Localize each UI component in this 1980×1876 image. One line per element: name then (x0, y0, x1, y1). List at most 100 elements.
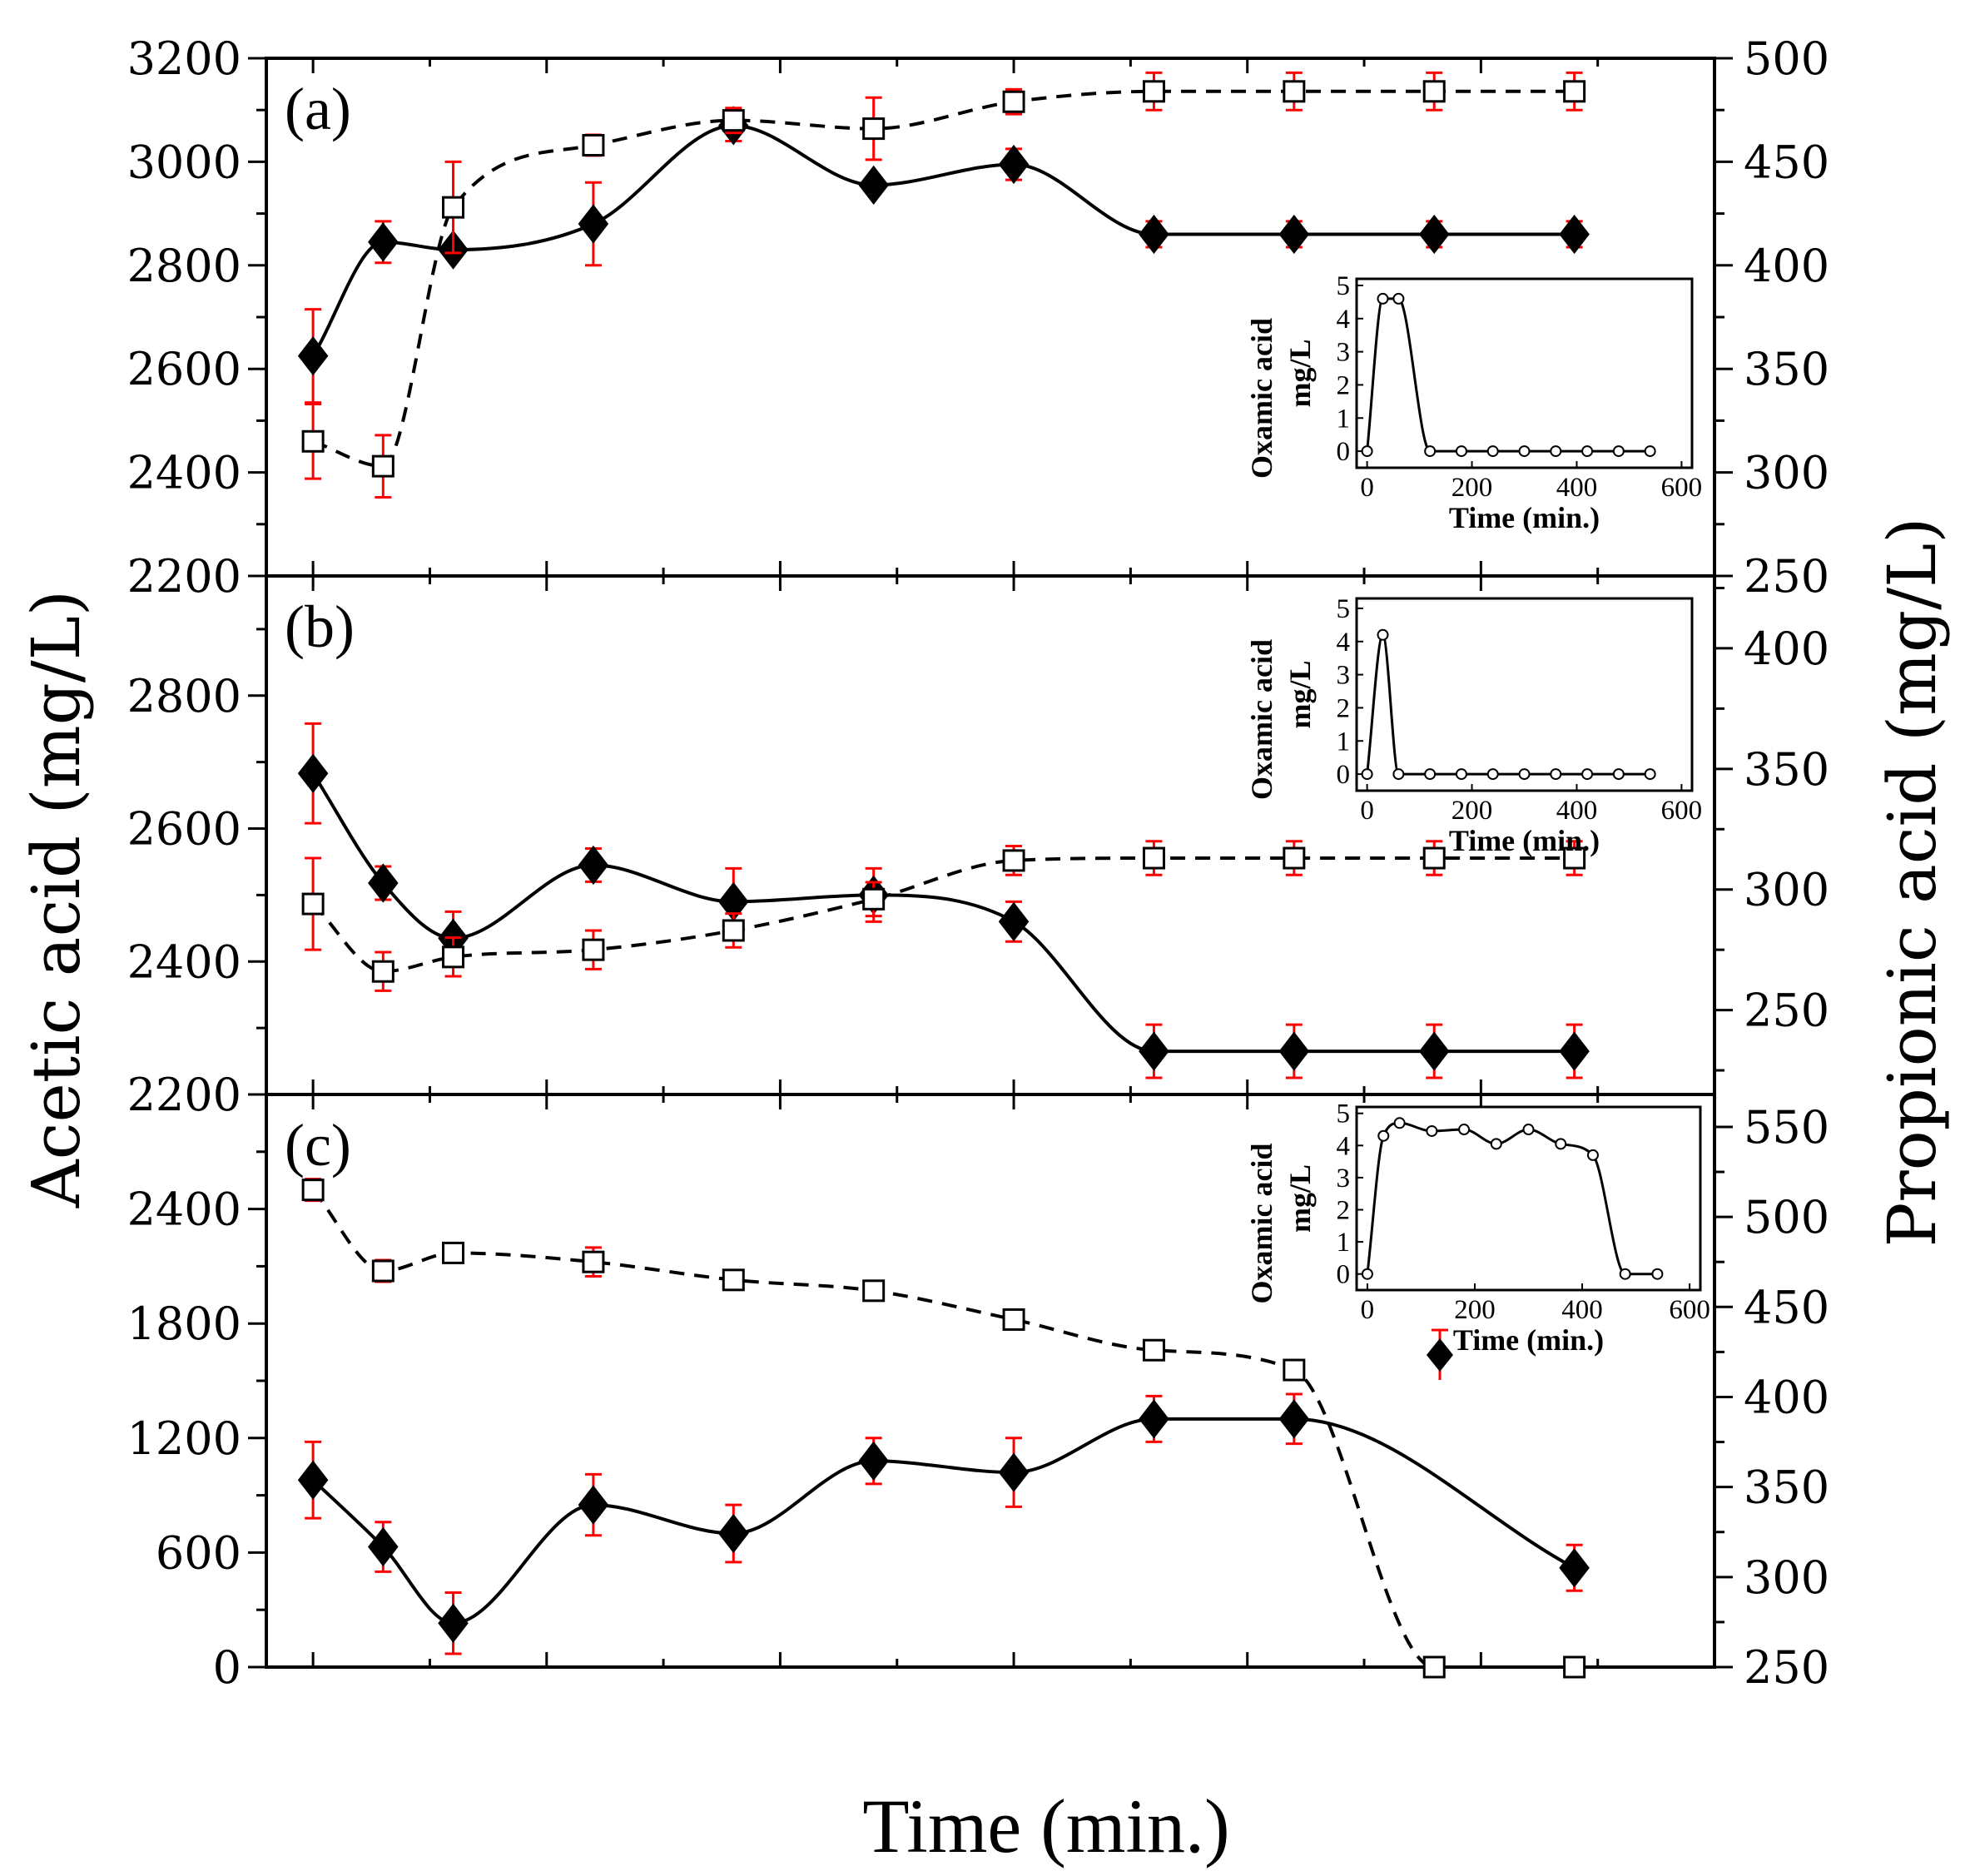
data-point-square (371, 1259, 395, 1283)
inset-y-tick-label: 5 (1337, 594, 1351, 624)
data-point-square (1002, 849, 1025, 872)
right-axis-title: Propionic acid (mg/L) (1873, 518, 1951, 1248)
inset-point (1490, 1138, 1502, 1150)
inset-point (1550, 445, 1562, 458)
inset-point (1581, 445, 1594, 458)
inset-point (1377, 292, 1389, 305)
left-tick-label: 2400 (127, 936, 241, 988)
inset-point (1518, 445, 1531, 458)
left-tick-label: 2200 (127, 1069, 241, 1121)
data-point-square (1422, 80, 1446, 103)
right-tick-label: 350 (1744, 1462, 1829, 1514)
left-tick-label: 2200 (127, 550, 241, 603)
right-tick-label: 400 (1744, 623, 1829, 675)
left-tick-label: 2600 (127, 803, 241, 856)
inset-y-tick-label: 5 (1337, 1099, 1351, 1129)
data-point-square (301, 1179, 325, 1202)
inset-x-tick-label: 0 (1361, 1295, 1375, 1325)
right-tick-label: 350 (1744, 343, 1829, 395)
data-point-square (582, 133, 605, 156)
data-point-diamond (998, 144, 1030, 185)
inset-x-title: Time (min.) (1453, 1323, 1604, 1357)
data-point-diamond (1139, 1031, 1169, 1071)
data-point-diamond (1278, 1031, 1310, 1071)
data-point-diamond (1418, 1031, 1450, 1071)
inset-y-tick-label: 1 (1337, 404, 1351, 434)
data-point-square (582, 938, 605, 961)
inset-point (1619, 1268, 1631, 1280)
inset-point (1361, 768, 1373, 781)
data-point-diamond (1559, 214, 1590, 255)
inset-y-tick-label: 5 (1337, 271, 1351, 301)
data-point-diamond (998, 1452, 1030, 1492)
inset-point (1518, 768, 1531, 781)
inset-x-tick-label: 400 (1556, 473, 1598, 503)
data-point-square (1422, 846, 1446, 870)
panel-label: (c) (285, 1112, 351, 1179)
inset-point (1651, 1268, 1664, 1280)
data-point-square (1002, 1308, 1025, 1331)
panel-3: 0600120018002400250300350400450500550(c)… (127, 1093, 1829, 1694)
data-point-diamond (1139, 1399, 1169, 1439)
series-acetic-acid (297, 1392, 1590, 1655)
data-point-diamond (368, 863, 399, 903)
data-point-diamond (578, 204, 609, 244)
data-point-diamond (578, 845, 609, 886)
inset-point (1555, 1138, 1567, 1150)
left-tick-label: 2800 (127, 670, 241, 722)
data-point-square (442, 945, 465, 969)
inset-x-tick-label: 200 (1454, 1295, 1496, 1325)
right-tick-label: 400 (1744, 1371, 1829, 1423)
inset-point (1581, 768, 1594, 781)
data-point-square (862, 1279, 886, 1303)
right-tick-label: 350 (1744, 743, 1829, 796)
inset-point (1424, 445, 1437, 458)
data-point-diamond (1418, 214, 1450, 255)
inset-point (1586, 1149, 1599, 1161)
data-point-square (1563, 80, 1586, 103)
data-point-diamond (297, 1460, 329, 1500)
inset-point (1377, 628, 1389, 641)
data-point-square (1563, 846, 1586, 870)
inset-y-unit: mg/L (1283, 339, 1317, 407)
inset-frame (1355, 1105, 1702, 1292)
data-point-square (1142, 80, 1165, 103)
right-tick-label: 550 (1744, 1101, 1829, 1154)
inset-y-tick-label: 3 (1337, 1164, 1351, 1194)
inset-y-tick-label: 3 (1337, 338, 1351, 368)
series-line (311, 856, 1575, 974)
inset-point (1644, 445, 1656, 458)
inset-point (1455, 445, 1467, 458)
legend-diamond (1427, 1338, 1453, 1372)
series-acetic-acid (297, 106, 1590, 404)
right-tick-label: 250 (1744, 550, 1829, 603)
inset-x-title: Time (min.) (1449, 501, 1600, 534)
inset-y-tick-label: 2 (1337, 693, 1351, 723)
inset-y-tick-label: 4 (1337, 305, 1351, 335)
inset-y-tick-label: 2 (1337, 370, 1351, 400)
inset-x-tick-label: 200 (1452, 796, 1493, 826)
data-point-square (1422, 1655, 1446, 1679)
inset-x-tick-label: 600 (1669, 1295, 1710, 1325)
inset-y-title: Oxamic acid (1245, 1144, 1278, 1304)
inset-point (1455, 768, 1467, 781)
data-point-square (371, 454, 395, 478)
series-line (311, 772, 1575, 1054)
left-tick-label: 1800 (127, 1298, 241, 1350)
data-point-square (1283, 846, 1306, 870)
data-point-diamond (1139, 214, 1169, 255)
inset-x-tick-label: 400 (1556, 796, 1598, 826)
right-tick-label: 450 (1744, 136, 1829, 188)
data-point-square (1142, 846, 1165, 870)
right-tick-label: 400 (1744, 240, 1829, 292)
inset-x-tick-label: 600 (1661, 473, 1703, 503)
inset-point (1426, 1124, 1438, 1137)
inset-point (1458, 1124, 1471, 1136)
data-point-square (1283, 1358, 1306, 1382)
inset-point (1486, 768, 1499, 781)
data-point-square (371, 960, 395, 983)
left-tick-label: 0 (213, 1641, 241, 1694)
